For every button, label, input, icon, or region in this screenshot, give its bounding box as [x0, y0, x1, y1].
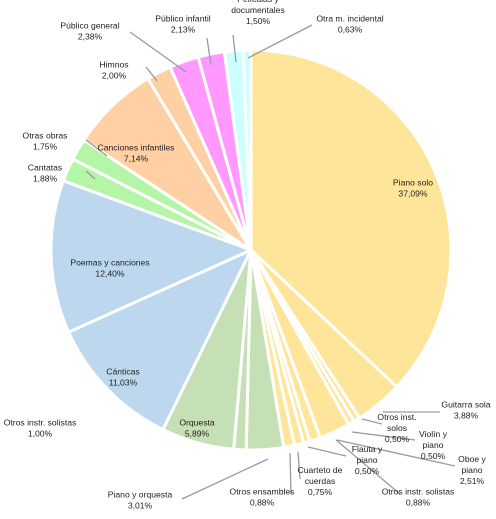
slice-value-label: 2,13% [171, 25, 196, 35]
slice-labels: Piano solo 37,09% Guitarra sola 3,88% Otros … [4, 0, 491, 511]
slice-name-label: Flauta y [352, 444, 383, 454]
slice-name-label: Cuarteto de [298, 465, 343, 475]
leader-line-flauta-y-piano [307, 446, 347, 457]
slice-name-label: Otros instr. solistas [4, 418, 77, 428]
leader-line-oboe-y-piano [336, 439, 456, 467]
slice-name-label: Otros inst. [377, 412, 416, 422]
slice-value-label: 0,50% [421, 451, 446, 461]
slice-label-oboe-y-piano: Oboe y piano 2,51% [458, 454, 486, 486]
slice-name-label: Otros instr. solistas [382, 487, 455, 497]
leader-line-publico-infantil [206, 37, 212, 66]
slice-value-label: 0,88% [250, 498, 275, 508]
slice-label-publico-general: Público general 2,38% [60, 21, 119, 42]
slice-value-label: 0,50% [355, 466, 380, 476]
slice-name-label: Cantatas [28, 163, 62, 173]
slice-name-label: Poemas y canciones [70, 258, 149, 268]
slice-name-label: Cánticas [106, 367, 139, 377]
slice-label-otras-obras: Otras obras 1,75% [23, 131, 68, 152]
slice-value-label: 0,63% [338, 25, 363, 35]
slice-value-label: 0,75% [308, 487, 333, 497]
slice-label-otros-instr-solistas: Otros instr. solistas 0,88% [382, 487, 455, 508]
slice-name-label: Orquesta [179, 418, 215, 428]
slice-label-publico-infantil: Público infantil 2,13% [155, 14, 211, 35]
slice-value-label: 11,03% [109, 378, 138, 388]
slice-value-label: 3,01% [128, 501, 153, 511]
leader-line-peliculas-y-documentales [232, 34, 237, 63]
slice-value-label: 3,88% [454, 411, 479, 421]
slice-name-label: Piano y orquesta [108, 490, 173, 500]
slice-label-otra-m-incidental: Otra m. incidental 0,63% [316, 14, 383, 35]
pie-slice-poemas-y-canciones [49, 179, 253, 334]
slice-name-label: documentales [231, 5, 285, 15]
slice-name-label: Guitarra sola [441, 400, 490, 410]
slice-label-violin-y-piano: Violín y piano 0,50% [419, 429, 448, 461]
slice-name-label: Himnos [99, 60, 128, 70]
leader-line-publico-general [129, 31, 187, 73]
leader-line-violin-y-piano [351, 431, 416, 441]
slice-label-cantatas: Cantatas 1,88% [28, 163, 62, 184]
leader-line-cuarteto-de-cuerdas [297, 451, 301, 480]
slice-name-label: Películas y [237, 0, 279, 4]
slice-label-himnos: Himnos 2,00% [99, 60, 128, 81]
slice-label-poemas-y-canciones: Poemas y canciones 12,40% [70, 258, 149, 279]
slice-name-label: piano [422, 440, 443, 450]
slice-value-label: 1,88% [33, 174, 58, 184]
pie-slices [49, 48, 453, 452]
slice-value-label: 1,50% [246, 16, 271, 26]
slice-name-label: Oboe y [458, 454, 486, 464]
leader-line-otros-inst-solos [361, 418, 383, 425]
slice-value-label: 2,38% [78, 32, 103, 42]
slice-name-label: Piano solo [393, 178, 433, 188]
slice-value-label: 2,00% [102, 71, 127, 81]
slice-label-peliculas-y-documentales: Películas ydocumentales1,50% [231, 0, 285, 26]
slice-label-canciones-infantiles: Canciones infantiles 7,14% [98, 143, 175, 164]
pie-slice-canticas [67, 248, 253, 432]
slice-value-label: 2,51% [460, 476, 485, 486]
slice-value-label: 37,09% [398, 189, 428, 199]
slice-name-label: Público infantil [155, 14, 211, 24]
slice-name-label: Otros ensambles [230, 487, 295, 497]
slice-label-orquesta: Orquesta 5,89% [179, 418, 215, 439]
slice-name-label: piano [356, 455, 377, 465]
slice-value-label: 0,50% [385, 434, 410, 444]
slice-label-canticas: Cánticas 11,03% [106, 367, 139, 388]
slice-value-label: 1,75% [33, 142, 58, 152]
slice-label-guitarra-sola: Guitarra sola 3,88% [441, 400, 490, 421]
slice-label-flauta-y-piano: Flauta y piano 0,50% [352, 444, 383, 476]
leader-line-piano-y-orquesta [181, 458, 269, 500]
slice-label-otros-instr-solistas: Otros instr. solistas 1,00% [4, 418, 77, 439]
leader-lines [85, 24, 456, 500]
slice-label-piano-y-orquesta: Piano y orquesta 3,01% [108, 490, 173, 511]
leader-line-himnos [145, 66, 158, 82]
slice-label-otros-inst-solos: Otros inst. solos 0,50% [377, 412, 416, 444]
slice-name-label: piano [461, 465, 482, 475]
leader-line-otros-instr-solistas [335, 439, 401, 495]
slice-name-label: Canciones infantiles [98, 143, 175, 153]
slice-name-label: Otras obras [23, 131, 68, 141]
leader-line-otra-m-incidental [247, 24, 313, 59]
pie-slice-piano-solo [249, 48, 453, 389]
slice-name-label: solos [387, 423, 407, 433]
slice-label-piano-solo: Piano solo 37,09% [393, 178, 433, 199]
leader-line-otras-obras [85, 139, 108, 157]
slice-value-label: 12,40% [95, 269, 125, 279]
slice-label-cuarteto-de-cuerdas: Cuarteto de cuerdas 0,75% [298, 465, 343, 497]
slice-value-label: 5,89% [185, 429, 210, 439]
slice-value-label: 7,14% [124, 154, 149, 164]
slice-name-label: cuerdas [305, 476, 336, 486]
slice-value-label: 0,88% [406, 498, 431, 508]
slice-name-label: Público general [60, 21, 119, 31]
slice-label-otros-ensambles: Otros ensambles 0,88% [230, 487, 295, 508]
pie-slice-otra-m-incidental [241, 48, 253, 252]
leader-line-otros-ensambles [289, 452, 292, 495]
slice-value-label: 1,00% [28, 429, 53, 439]
slice-name-label: Otra m. incidental [316, 14, 383, 24]
slice-name-label: Violín y [419, 429, 448, 439]
leader-line-cantatas [85, 170, 96, 180]
